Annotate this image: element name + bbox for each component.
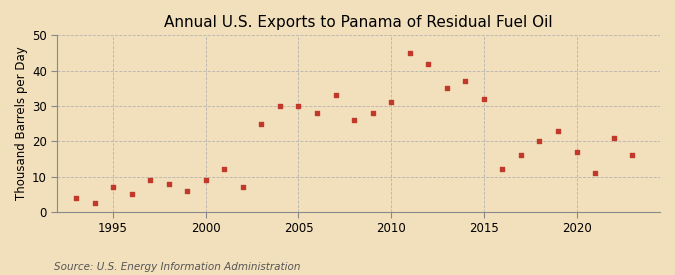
Point xyxy=(608,136,619,140)
Point xyxy=(553,128,564,133)
Point xyxy=(163,182,174,186)
Point xyxy=(627,153,638,158)
Point xyxy=(238,185,248,189)
Point xyxy=(256,121,267,126)
Point xyxy=(571,150,582,154)
Point xyxy=(312,111,323,115)
Point xyxy=(126,192,137,196)
Title: Annual U.S. Exports to Panama of Residual Fuel Oil: Annual U.S. Exports to Panama of Residua… xyxy=(165,15,553,30)
Point xyxy=(144,178,155,182)
Point xyxy=(386,100,397,104)
Point xyxy=(293,104,304,108)
Point xyxy=(479,97,489,101)
Point xyxy=(200,178,211,182)
Point xyxy=(330,93,341,98)
Point xyxy=(89,201,100,205)
Point xyxy=(441,86,452,90)
Point xyxy=(590,171,601,175)
Text: Source: U.S. Energy Information Administration: Source: U.S. Energy Information Administ… xyxy=(54,262,300,272)
Point xyxy=(349,118,360,122)
Point xyxy=(423,61,433,66)
Point xyxy=(516,153,526,158)
Point xyxy=(534,139,545,144)
Point xyxy=(182,188,192,193)
Point xyxy=(108,185,119,189)
Point xyxy=(497,167,508,172)
Point xyxy=(275,104,286,108)
Point xyxy=(71,196,82,200)
Y-axis label: Thousand Barrels per Day: Thousand Barrels per Day xyxy=(15,47,28,200)
Point xyxy=(219,167,230,172)
Point xyxy=(367,111,378,115)
Point xyxy=(460,79,470,83)
Point xyxy=(404,51,415,55)
